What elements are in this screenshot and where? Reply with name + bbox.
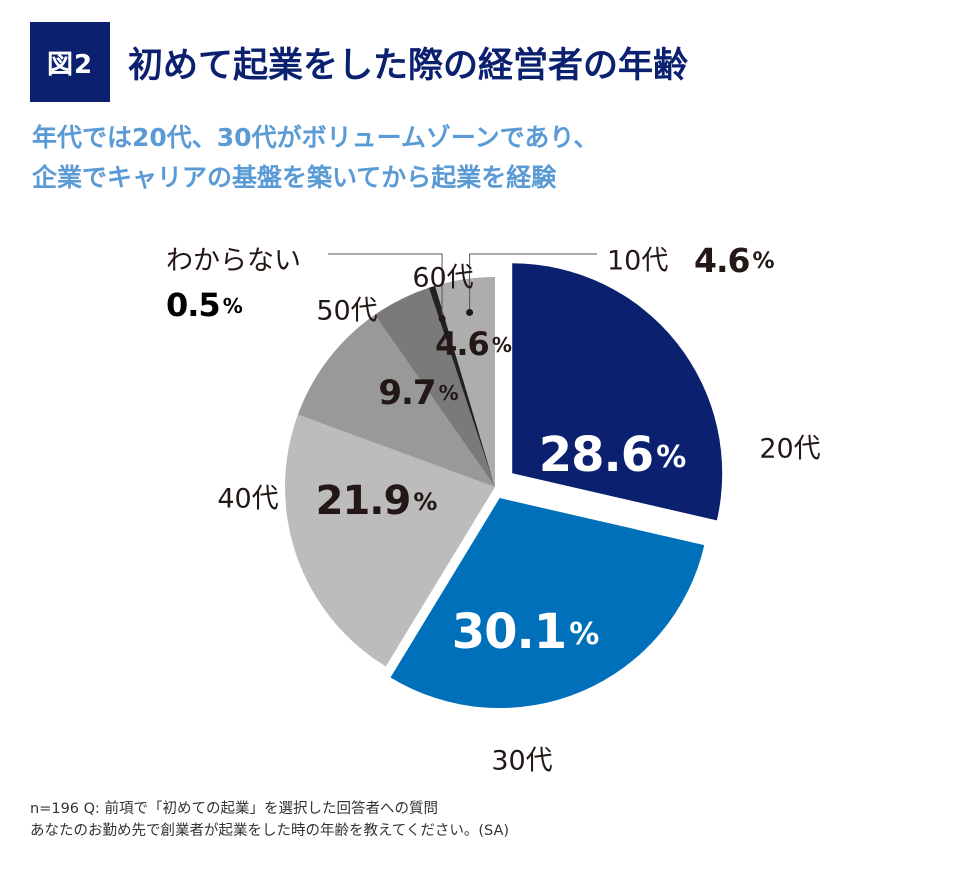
pie-slice-0 [512,263,723,521]
figure-badge: 図2 [30,22,110,102]
pie-slice-6 [435,277,495,487]
leader-lines [328,253,597,323]
pie-slice-3 [297,314,495,487]
pie-slice-2 [285,414,495,667]
footnote-line-1: n=196 Q: 前項で「初めての起業」を選択した回答者への質問 [30,801,439,817]
slice-value-label-3: 9.7% [378,373,458,413]
slice-category-label-6: 10代 [607,246,668,277]
slice-category-label-5: わからない [166,246,301,277]
leader-line-teens [469,253,597,313]
subtitle-line-1: 年代では20代、30代がボリュームゾーンであり、 [32,123,599,152]
slice-category-label-4: 60代 [412,263,473,294]
slice-category-label-1: 30代 [491,746,552,777]
slice-value-label-0: 28.6% [539,427,686,483]
pie-labels: 20代 28.6 % 30代 30.1 % 40代 21.9 % 50代 9.7 % 60代 4.6 % わか… [166,241,821,777]
chart-subtitle: 年代では20代、30代がボリュームゾーンであり、 企業でキャリアの基盤を築いてか… [32,118,598,198]
slice-value-label-5: 0.5% [166,286,243,324]
subtitle-line-2: 企業でキャリアの基盤を築いてから起業を経験 [32,163,557,192]
slice-value-label-1: 30.1% [452,604,599,660]
leader-dot-teens [466,308,474,316]
slice-category-label-2: 40代 [217,484,278,515]
leader-dot-unknown [438,315,446,323]
slice-value-label-2: 21.9% [316,478,438,524]
pie-slice-1 [390,498,705,709]
slice-category-label-3: 50代 [316,296,377,327]
chart-title: 初めて起業をした際の経営者の年齢 [128,45,689,86]
slice-value-label-4: 4.6% [435,325,512,363]
slice-value-label-6: 4.6% [694,241,774,280]
leader-line-unknown [328,253,443,319]
pie-slice-5 [428,285,495,487]
footnote: n=196 Q: 前項で「初めての起業」を選択した回答者への質問 あなたのお勤め… [30,798,509,842]
header: 図2 初めて起業をした際の経営者の年齢 [30,22,688,102]
pie-slice-4 [374,287,495,487]
pie-slices [285,263,723,709]
slice-category-label-0: 20代 [759,434,820,465]
footnote-line-2: あなたのお勤め先で創業者が起業をした時の年齢を教えてください。(SA) [30,823,510,839]
